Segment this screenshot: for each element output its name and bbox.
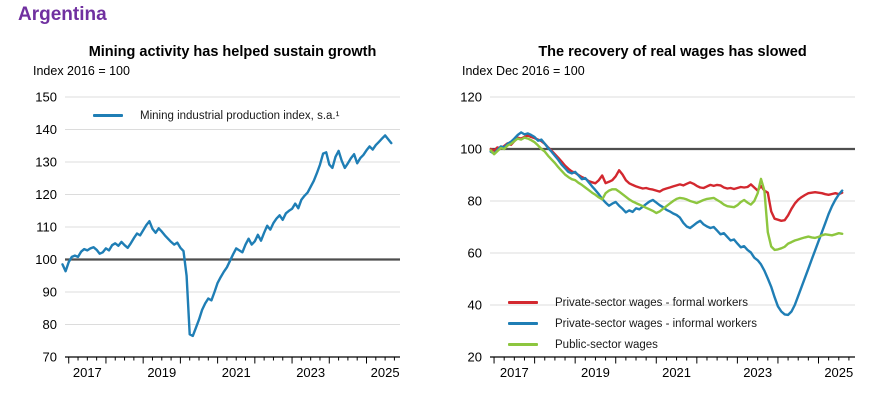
legend-item-mining-index: Mining industrial production index, s.a.… [93,105,339,126]
series-line [489,131,844,317]
x-tick-label: 2017 [500,365,529,380]
y-tick-label: 150 [35,90,57,105]
y-tick-label: 60 [468,246,482,261]
y-tick-label: 90 [43,285,57,300]
mining-index-line-swatch [93,113,123,118]
y-tick-label: 40 [468,298,482,313]
chart-title-mining: Mining activity has helped sustain growt… [88,44,377,60]
y-tick-label: 20 [468,350,482,365]
formal-wages-line-swatch [508,300,538,305]
x-tick-label: 2021 [222,365,251,380]
x-tick-label: 2017 [73,365,102,380]
axis-note-mining: Index 2016 = 100 [33,64,130,78]
page-title: Argentina [18,4,107,25]
y-tick-label: 120 [35,187,57,202]
legend-label: Mining industrial production index, s.a.… [140,109,340,122]
legend-item-informal-wages: Private-sector wages - informal workers [508,313,757,334]
wages-chart-legend: Private-sector wages - formal workers Pr… [508,292,757,355]
y-tick-label: 80 [43,317,57,332]
legend-item-formal-wages: Private-sector wages - formal workers [508,292,757,313]
y-tick-label: 80 [468,194,482,209]
series-line [489,136,844,252]
x-tick-label: 2019 [581,365,610,380]
x-tick-label: 2023 [743,365,772,380]
y-tick-label: 110 [36,220,57,235]
x-tick-label: 2021 [662,365,691,380]
x-tick-label: 2023 [296,365,325,380]
series-line [61,134,393,338]
y-tick-label: 130 [35,155,57,170]
legend-label: Public-sector wages [555,338,658,351]
y-tick-label: 140 [35,122,57,137]
x-tick-label: 2019 [147,365,176,380]
legend-item-public-wages: Public-sector wages [508,334,757,355]
axis-note-wages: Index Dec 2016 = 100 [462,64,585,78]
legend-label: Private-sector wages - formal workers [555,296,748,309]
y-tick-label: 120 [460,90,482,105]
y-tick-label: 70 [43,350,57,365]
mining-chart-plot: 70 80 90 100 110 120 130 140 150 2017 2019 2021 2023… [35,90,400,380]
y-tick-label: 100 [460,142,482,157]
legend-label: Private-sector wages - informal workers [555,317,757,330]
informal-wages-line-swatch [508,321,538,326]
x-tick-label: 2025 [824,365,853,380]
chart-title-wages: The recovery of real wages has slowed [538,44,807,60]
mining-chart-legend: Mining industrial production index, s.a.… [93,105,339,126]
x-tick-label: 2025 [371,365,400,380]
y-tick-label: 100 [35,252,57,267]
wages-chart-plot: 20 40 60 80 100 120 2017 2019 2021 2023 2025 [460,90,855,380]
public-wages-line-swatch [508,342,538,347]
